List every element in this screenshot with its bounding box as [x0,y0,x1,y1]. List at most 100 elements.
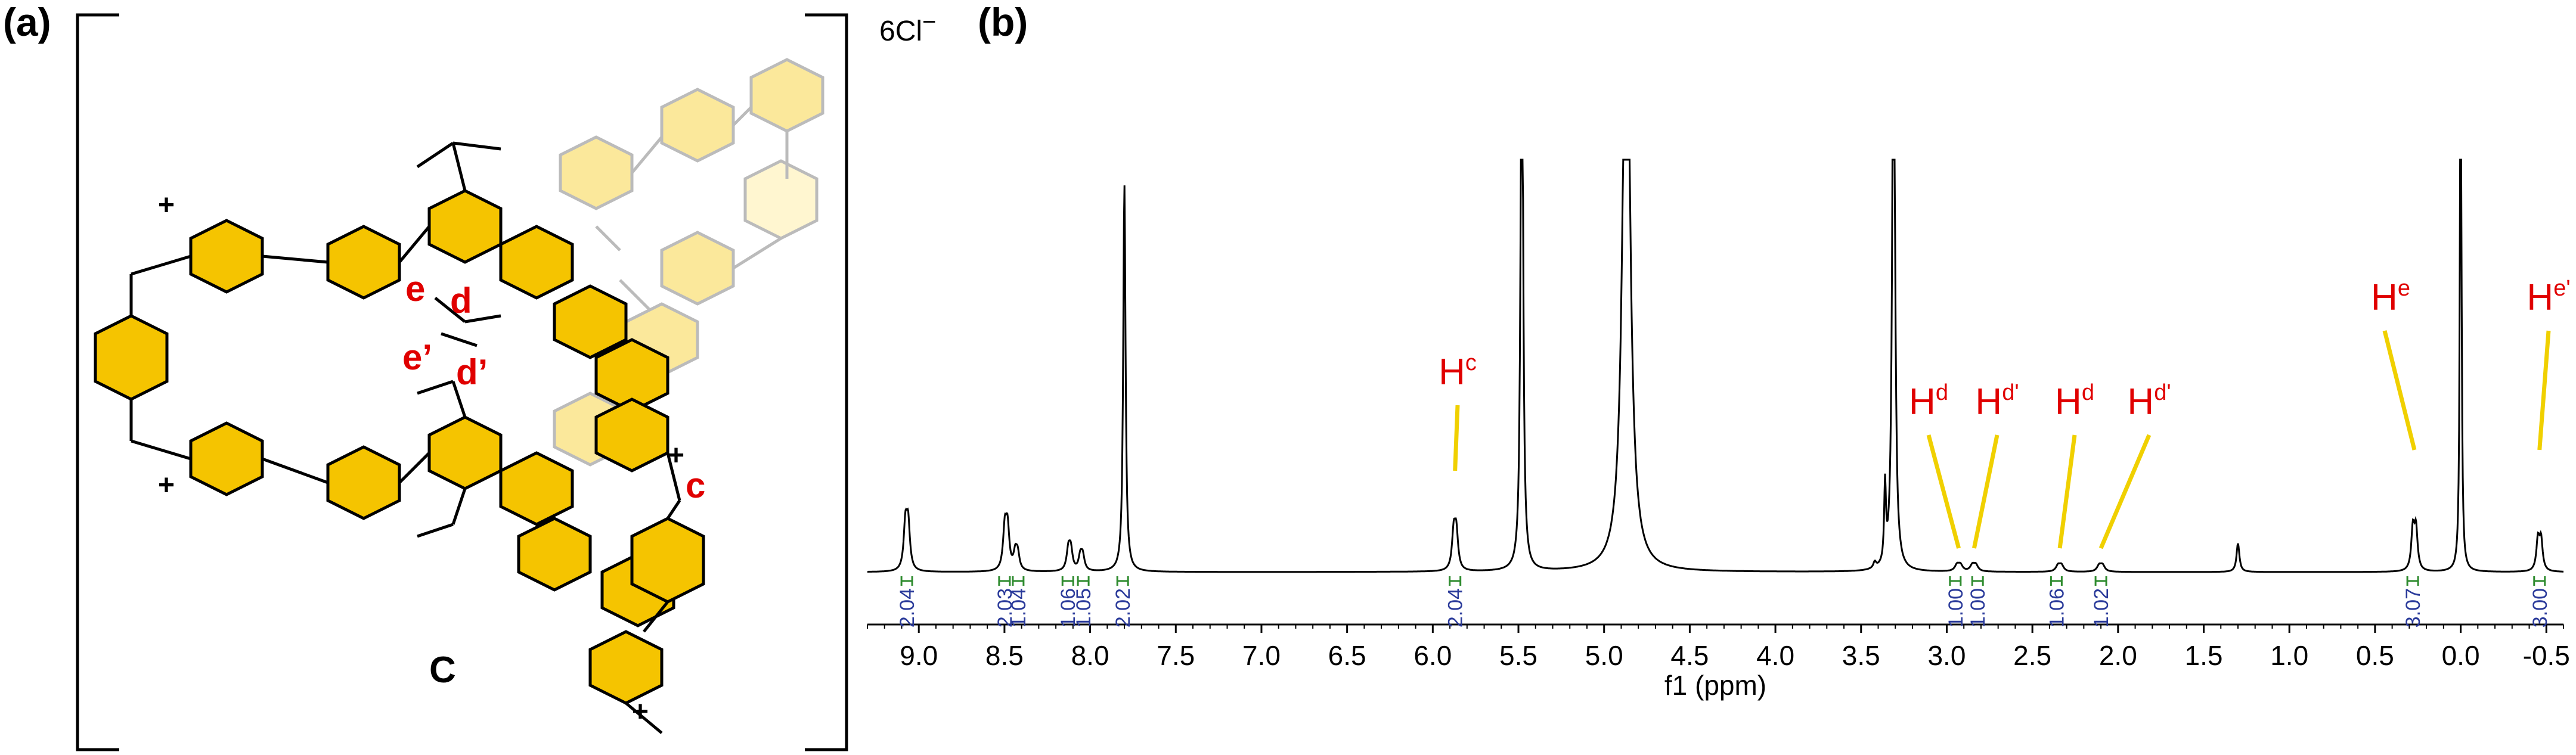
integral-value: 2.04 [896,588,919,627]
x-tick-label: 5.0 [1585,640,1623,671]
x-tick-label: 7.0 [1242,640,1281,671]
peak-pointer-line [1453,405,1460,471]
integral-bracket [1949,576,1962,586]
integral-value: 1.05 [1072,588,1095,627]
integral-value: 3.07 [2402,588,2425,627]
x-tick-label: 3.5 [1842,640,1880,671]
integral-value: 1.06 [1057,588,1080,627]
peak-pointer-line [2382,330,2417,450]
integral-value: 1.06 [2045,588,2068,627]
position-label-c: c [686,465,705,505]
right-bracket [805,13,848,751]
x-tick-label: 1.0 [2270,640,2308,671]
integral-bracket [1077,576,1090,586]
panel-a-structure: (a) 6Cl− [3,0,936,751]
x-tick-label: 0.0 [2442,640,2480,671]
charge-plus: + [158,189,175,221]
peak-assignment-label: Hd' [2127,380,2171,422]
position-label-d-prime: d’ [456,352,488,392]
faded-back-cage [553,58,824,467]
counterion-label: 6Cl− [879,9,936,47]
x-tick-label: 2.0 [2099,640,2137,671]
integral-value: 2.02 [1112,588,1134,627]
x-tick-label: 4.0 [1756,640,1794,671]
panel-a-label: (a) [3,0,51,44]
benzene-ring [594,338,669,413]
charge-plus: + [158,470,175,501]
pyridinium-ring [588,630,664,705]
faded-ring [743,159,819,240]
panel-b-spectrum: (b) 9.0 8.5 8.0 7.5 7.0 6.5 6.0 5.5 5.0 4.5 4.0 3.5… [867,0,2571,701]
faded-ring [660,88,735,163]
integral-value: 2.03 [994,588,1016,627]
position-label-d: d [450,281,472,321]
benzene-ring [326,225,401,300]
left-bracket [76,13,119,751]
x-tick-label: 0.5 [2356,640,2394,671]
integral-bracket [900,576,913,586]
integral-value: 3.00 [2529,588,2552,627]
faded-ring [660,231,735,306]
integral-bracket [1971,576,1984,586]
x-tick-label: 5.5 [1499,640,1537,671]
spectrum-trace [867,159,2563,573]
benzene-ring [630,517,705,604]
x-tick-label: 2.5 [2013,640,2051,671]
benzene-ring [427,189,503,264]
spectrum-plot: 9.0 8.5 8.0 7.5 7.0 6.5 6.0 5.5 5.0 4.5 4.0 3.5 3.0 2… [867,159,2571,671]
integral-value: 1.00 [1945,588,1967,627]
integral-bracket [2094,576,2107,586]
benzene-ring [499,451,574,526]
integral-bracket [2406,576,2419,586]
peak-pointer-line [2057,434,2077,549]
charge-plus: + [632,696,649,728]
x-tick-label: 3.0 [1927,640,1966,671]
x-tick-label: 1.5 [2185,640,2223,671]
integral-bracket [998,576,1011,586]
peak-assignment-label: He' [2527,276,2570,318]
benzene-ring [553,284,628,359]
benzene-ring [326,445,401,520]
integral-bracket [1012,576,1025,586]
x-tick-label: 6.0 [1413,640,1452,671]
integral-value: 1.04 [1008,588,1030,627]
integral-value: 2.04 [1444,588,1467,627]
integral-bracket [2533,576,2546,586]
integral-bracket [2050,576,2063,586]
x-tick-label: 4.5 [1670,640,1709,671]
integral-value: 1.00 [1967,588,1989,627]
integral-value: 1.02 [2090,588,2113,627]
x-axis-title: f1 (ppm) [1664,670,1766,701]
position-label-e-prime: e’ [402,337,432,377]
integral-bracket [1449,576,1462,586]
position-label-e: e [405,269,425,309]
x-tick-label: 7.5 [1157,640,1195,671]
pyridinium-ring [189,421,264,496]
peak-assignment-label: He [2371,276,2410,318]
benzene-ring [427,415,503,490]
peak-assignment-label: Hd [2055,380,2094,422]
benzene-ring [517,517,592,592]
integral-bracket [1116,576,1129,586]
x-tick-label: -0.5 [2523,640,2570,671]
faded-ring [559,135,634,210]
front-cage [94,141,705,734]
x-tick-label: 9.0 [900,640,938,671]
peak-pointer-line [2537,330,2551,450]
compound-label: C [429,650,456,691]
faded-ring [749,58,824,133]
benzene-ring [499,225,574,300]
peak-assignment-label: Hd' [1975,380,2019,422]
peak-pointer-line [1972,434,2000,549]
peak-assignment-label: Hc [1439,350,1477,393]
peak-assignment-label: Hd [1909,380,1948,422]
x-tick-label: 6.5 [1328,640,1366,671]
integral-bracket [1061,576,1074,586]
pyridinium-ring [189,219,264,294]
panel-b-label: (b) [978,0,1028,44]
x-tick-label: 8.5 [985,640,1024,671]
charge-plus: + [668,440,684,471]
x-tick-label: 8.0 [1071,640,1109,671]
peak-pointer-line [2098,434,2152,549]
